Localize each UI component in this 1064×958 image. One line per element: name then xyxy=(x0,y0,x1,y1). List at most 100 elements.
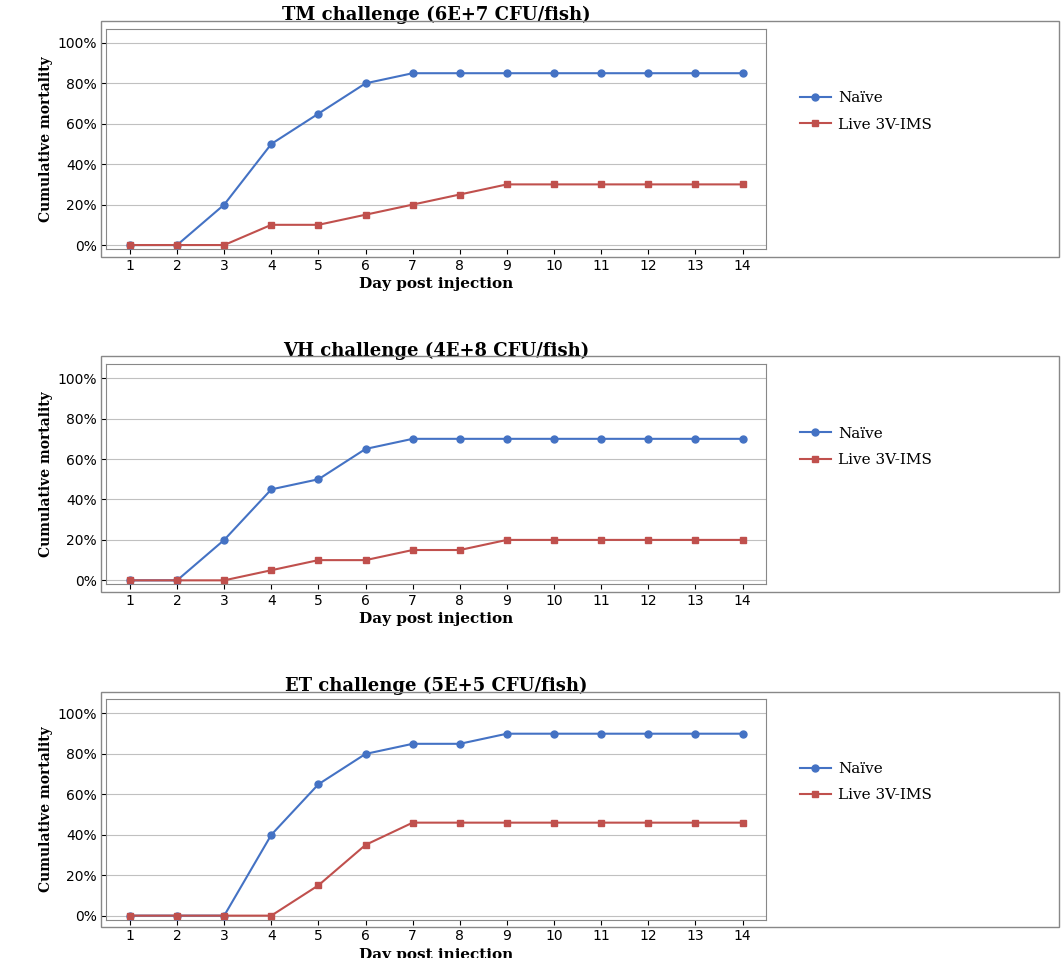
Naïve xyxy=(218,199,231,211)
Legend: Naïve, Live 3V-IMS: Naïve, Live 3V-IMS xyxy=(800,762,932,802)
Naïve xyxy=(360,444,372,455)
Live 3V-IMS xyxy=(642,178,654,190)
Naïve xyxy=(642,728,654,740)
Line: Live 3V-IMS: Live 3V-IMS xyxy=(127,181,746,248)
Live 3V-IMS xyxy=(642,817,654,829)
Naïve xyxy=(360,748,372,760)
Naïve xyxy=(218,535,231,546)
Live 3V-IMS xyxy=(736,535,749,546)
Live 3V-IMS xyxy=(689,535,702,546)
Naïve xyxy=(170,240,183,251)
Live 3V-IMS xyxy=(500,535,513,546)
Live 3V-IMS xyxy=(312,879,325,891)
Naïve xyxy=(548,433,561,445)
Naïve xyxy=(595,67,608,79)
Live 3V-IMS xyxy=(265,910,278,922)
Naïve xyxy=(500,433,513,445)
Live 3V-IMS xyxy=(360,839,372,851)
Line: Naïve: Naïve xyxy=(127,730,746,919)
Live 3V-IMS xyxy=(218,910,231,922)
Live 3V-IMS xyxy=(548,817,561,829)
X-axis label: Day post injection: Day post injection xyxy=(360,947,513,958)
Live 3V-IMS xyxy=(595,178,608,190)
Naïve xyxy=(265,138,278,149)
Naïve xyxy=(265,829,278,840)
Live 3V-IMS xyxy=(123,575,136,586)
Live 3V-IMS xyxy=(406,817,419,829)
Naïve xyxy=(406,738,419,749)
Line: Naïve: Naïve xyxy=(127,70,746,248)
Live 3V-IMS xyxy=(170,575,183,586)
Title: ET challenge (5E+5 CFU/fish): ET challenge (5E+5 CFU/fish) xyxy=(285,676,587,695)
Naïve xyxy=(500,67,513,79)
Live 3V-IMS xyxy=(453,189,466,200)
Naïve xyxy=(500,728,513,740)
Live 3V-IMS xyxy=(548,535,561,546)
Y-axis label: Cumulative mortality: Cumulative mortality xyxy=(39,391,53,558)
Naïve xyxy=(548,67,561,79)
Naïve xyxy=(689,67,702,79)
Live 3V-IMS xyxy=(312,219,325,231)
Naïve xyxy=(548,728,561,740)
Naïve xyxy=(453,433,466,445)
Naïve xyxy=(406,433,419,445)
Y-axis label: Cumulative mortality: Cumulative mortality xyxy=(39,56,53,222)
Live 3V-IMS xyxy=(736,178,749,190)
Live 3V-IMS xyxy=(265,564,278,576)
Live 3V-IMS xyxy=(218,575,231,586)
Legend: Naïve, Live 3V-IMS: Naïve, Live 3V-IMS xyxy=(800,426,932,467)
Live 3V-IMS xyxy=(360,209,372,220)
Live 3V-IMS xyxy=(500,817,513,829)
Live 3V-IMS xyxy=(642,535,654,546)
Line: Live 3V-IMS: Live 3V-IMS xyxy=(127,536,746,583)
Live 3V-IMS xyxy=(312,555,325,566)
Naïve xyxy=(642,67,654,79)
Live 3V-IMS xyxy=(595,535,608,546)
Live 3V-IMS xyxy=(689,817,702,829)
Live 3V-IMS xyxy=(453,817,466,829)
Naïve xyxy=(123,910,136,922)
Naïve xyxy=(689,728,702,740)
Live 3V-IMS xyxy=(406,544,419,556)
Naïve xyxy=(406,67,419,79)
Naïve xyxy=(123,575,136,586)
Naïve xyxy=(736,67,749,79)
X-axis label: Day post injection: Day post injection xyxy=(360,612,513,627)
Naïve xyxy=(170,910,183,922)
Title: TM challenge (6E+7 CFU/fish): TM challenge (6E+7 CFU/fish) xyxy=(282,6,591,24)
Naïve xyxy=(642,433,654,445)
Live 3V-IMS xyxy=(500,178,513,190)
X-axis label: Day post injection: Day post injection xyxy=(360,277,513,291)
Live 3V-IMS xyxy=(265,219,278,231)
Live 3V-IMS xyxy=(595,817,608,829)
Legend: Naïve, Live 3V-IMS: Naïve, Live 3V-IMS xyxy=(800,91,932,131)
Naïve xyxy=(736,433,749,445)
Naïve xyxy=(312,108,325,120)
Live 3V-IMS xyxy=(170,910,183,922)
Naïve xyxy=(312,779,325,790)
Live 3V-IMS xyxy=(736,817,749,829)
Naïve xyxy=(265,484,278,495)
Naïve xyxy=(595,728,608,740)
Naïve xyxy=(453,738,466,749)
Naïve xyxy=(689,433,702,445)
Live 3V-IMS xyxy=(689,178,702,190)
Live 3V-IMS xyxy=(123,240,136,251)
Naïve xyxy=(595,433,608,445)
Y-axis label: Cumulative mortality: Cumulative mortality xyxy=(39,726,53,893)
Title: VH challenge (4E+8 CFU/fish): VH challenge (4E+8 CFU/fish) xyxy=(283,341,589,359)
Naïve xyxy=(312,473,325,485)
Live 3V-IMS xyxy=(123,910,136,922)
Live 3V-IMS xyxy=(453,544,466,556)
Live 3V-IMS xyxy=(406,199,419,211)
Line: Live 3V-IMS: Live 3V-IMS xyxy=(127,819,746,919)
Naïve xyxy=(453,67,466,79)
Naïve xyxy=(218,910,231,922)
Naïve xyxy=(170,575,183,586)
Live 3V-IMS xyxy=(360,555,372,566)
Naïve xyxy=(123,240,136,251)
Live 3V-IMS xyxy=(218,240,231,251)
Live 3V-IMS xyxy=(548,178,561,190)
Naïve xyxy=(736,728,749,740)
Naïve xyxy=(360,78,372,89)
